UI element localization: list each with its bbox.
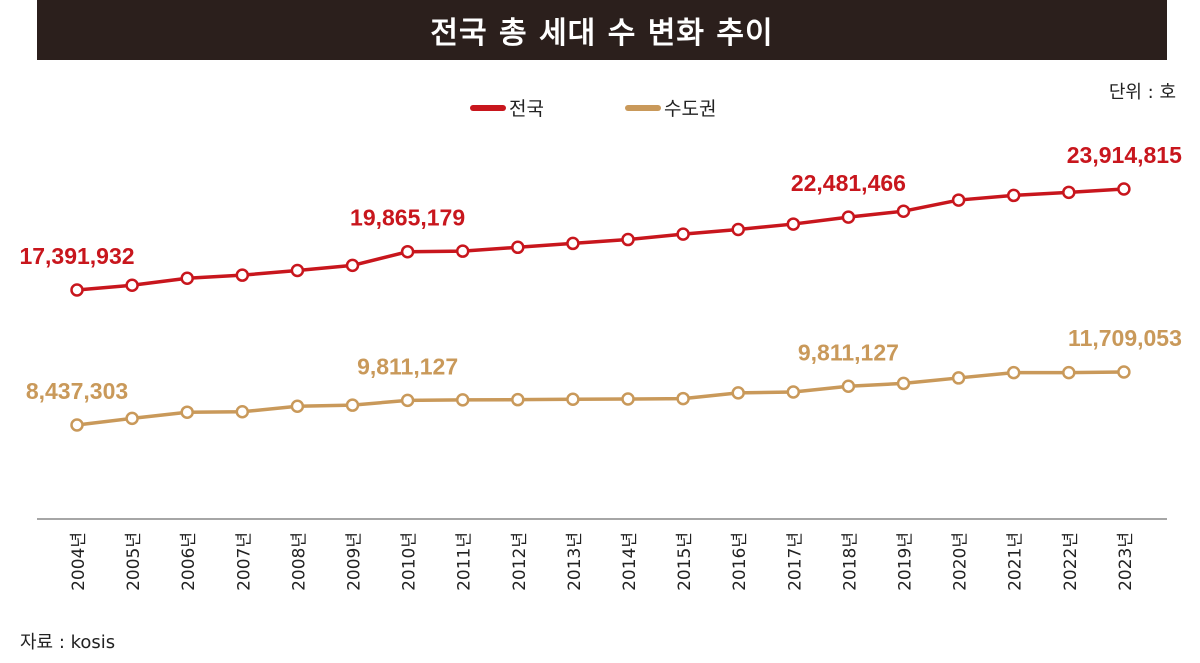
data-point	[511, 240, 525, 255]
data-point	[786, 217, 801, 231]
source-label: 자료 : kosis	[20, 632, 116, 653]
x-tick-label: 2011년	[455, 532, 475, 591]
x-tick-label: 2018년	[840, 532, 860, 591]
data-point	[676, 391, 690, 406]
data-point	[70, 418, 84, 432]
series-line-national	[76, 187, 1125, 292]
data-point	[1062, 365, 1076, 380]
data-point	[896, 376, 911, 391]
data-label: 17,391,932	[19, 243, 134, 269]
x-tick-label: 2010년	[400, 532, 420, 591]
unit-label: 단위 : 호	[1108, 82, 1176, 103]
data-point	[400, 244, 415, 259]
data-point	[511, 392, 525, 407]
data-point	[290, 399, 305, 414]
data-point	[1006, 365, 1021, 380]
data-point	[400, 393, 415, 408]
data-point	[621, 232, 635, 247]
data-label: 22,481,466	[791, 170, 906, 196]
x-tick-label: 2021년	[1006, 532, 1026, 591]
data-point	[566, 392, 580, 406]
data-point	[951, 371, 966, 385]
data-label: 8,437,303	[26, 378, 128, 404]
data-label: 19,865,179	[350, 205, 465, 231]
data-point	[1062, 185, 1076, 200]
data-point	[786, 385, 801, 399]
data-point	[345, 258, 360, 273]
chart-title: 전국 총 세대 수 변화 추이	[430, 16, 774, 51]
data-point	[731, 222, 745, 237]
x-tick-label: 2009년	[345, 532, 365, 591]
title-bar: 전국 총 세대 수 변화 추이	[37, 0, 1167, 60]
x-tick-label: 2022년	[1061, 532, 1081, 591]
x-tick-label: 2004년	[69, 532, 89, 591]
legend-item-1: 수도권	[625, 98, 716, 120]
data-point	[180, 271, 194, 286]
data-point	[180, 405, 194, 419]
data-point	[841, 210, 856, 224]
data-point	[345, 398, 360, 412]
x-tick-label: 2005년	[124, 532, 144, 591]
data-point	[125, 411, 139, 426]
data-point	[455, 244, 470, 258]
data-point	[235, 268, 250, 282]
data-label: 9,811,127	[357, 353, 458, 379]
x-tick-label: 2007년	[234, 532, 254, 591]
x-tick-label: 2017년	[785, 532, 805, 591]
x-tick-label: 2023년	[1116, 532, 1136, 591]
legend-label: 수도권	[664, 98, 716, 120]
data-label: 9,811,127	[798, 339, 899, 365]
x-tick-label: 2016년	[730, 532, 750, 591]
data-point	[125, 278, 139, 292]
x-tick-label: 2008년	[289, 532, 309, 591]
x-tick-label: 2020년	[951, 532, 971, 591]
data-point	[1006, 188, 1021, 203]
data-point	[235, 405, 250, 419]
data-point	[621, 392, 635, 406]
series-line-capital	[76, 370, 1124, 427]
data-point	[1117, 365, 1131, 379]
data-point	[896, 204, 911, 218]
x-tick-label: 2006년	[179, 532, 199, 591]
data-point	[1117, 182, 1131, 196]
data-label: 23,914,815	[1067, 142, 1182, 168]
data-point	[455, 393, 470, 407]
x-tick-label: 2014년	[620, 532, 640, 591]
x-tick-label: 2015년	[675, 532, 695, 591]
x-tick-label: 2012년	[510, 532, 530, 591]
x-tick-label: 2013년	[565, 532, 585, 591]
data-point	[676, 227, 690, 241]
data-point	[951, 193, 966, 207]
legend-item-0: 전국	[470, 98, 544, 120]
x-tick-label: 2019년	[896, 532, 916, 591]
data-point	[70, 283, 84, 297]
data-point	[566, 236, 580, 251]
legend-label: 전국	[509, 98, 544, 120]
data-point	[731, 386, 745, 400]
data-point	[290, 263, 305, 278]
data-label: 11,709,053	[1068, 325, 1182, 351]
data-point	[841, 379, 856, 394]
